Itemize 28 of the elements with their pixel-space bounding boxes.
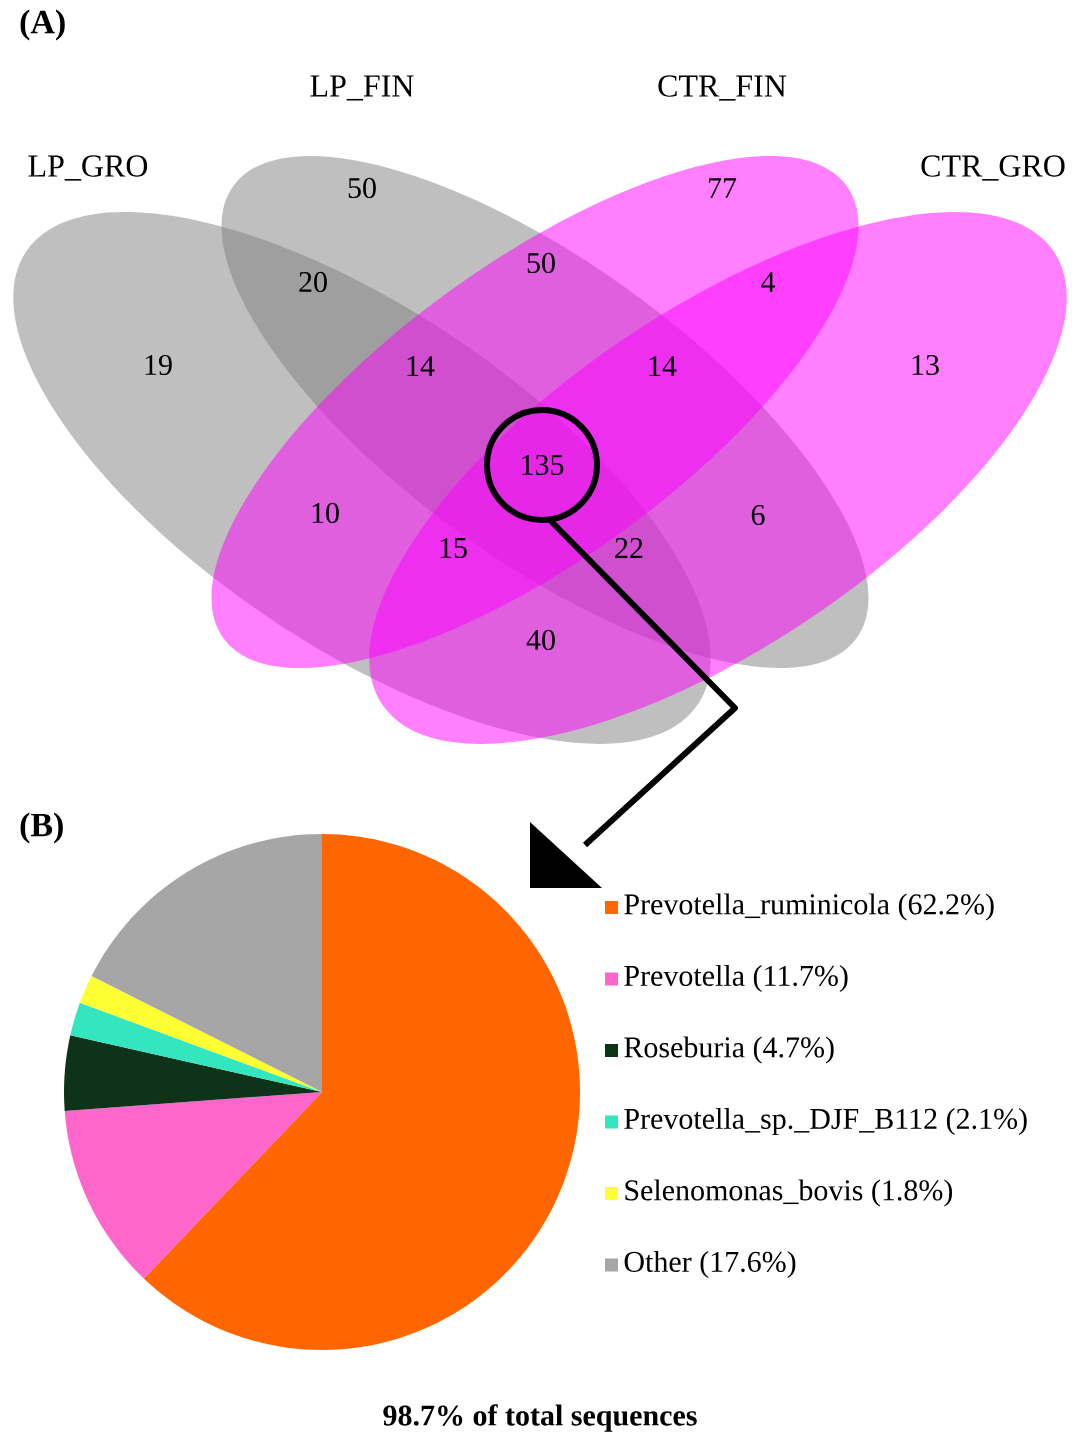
- legend-label: Prevotella (11.7%): [624, 964, 848, 993]
- text: 77: [708, 178, 737, 198]
- text: (A): [20, 9, 65, 41]
- text: 40: [526, 629, 555, 651]
- text: 19: [145, 354, 172, 376]
- text: 13: [912, 354, 939, 376]
- text: 6: [751, 504, 765, 526]
- legend-label: Selenomonas_bovis (1.8%): [625, 1179, 953, 1207]
- category-label: LP_GRO: [28, 155, 148, 181]
- text: 15: [440, 537, 467, 559]
- legend-label: Other (17.6%): [624, 1250, 796, 1279]
- text: 14: [649, 356, 677, 376]
- text: 22: [615, 538, 643, 558]
- text: 135: [522, 454, 564, 476]
- category-label: LP_FIN: [310, 75, 414, 101]
- text: 14: [407, 356, 435, 376]
- text: 98.7% of total sequences: [383, 1404, 697, 1432]
- legend-label: Prevotella_sp._DJF_B112 (2.1%): [624, 1107, 1027, 1136]
- text: 50: [527, 252, 555, 274]
- text: 4: [761, 272, 776, 292]
- category-label: CTR_GRO: [921, 155, 1065, 181]
- legend-label: Prevotella_ruminicola (62.2%): [624, 893, 994, 921]
- chart-title: (B): [20, 812, 63, 844]
- text: 10: [312, 502, 339, 524]
- category-label: CTR_FIN: [658, 75, 787, 101]
- text: 20: [299, 271, 327, 293]
- text: 50: [348, 177, 376, 199]
- legend-label: Roseburia (4.7%): [624, 1036, 834, 1064]
